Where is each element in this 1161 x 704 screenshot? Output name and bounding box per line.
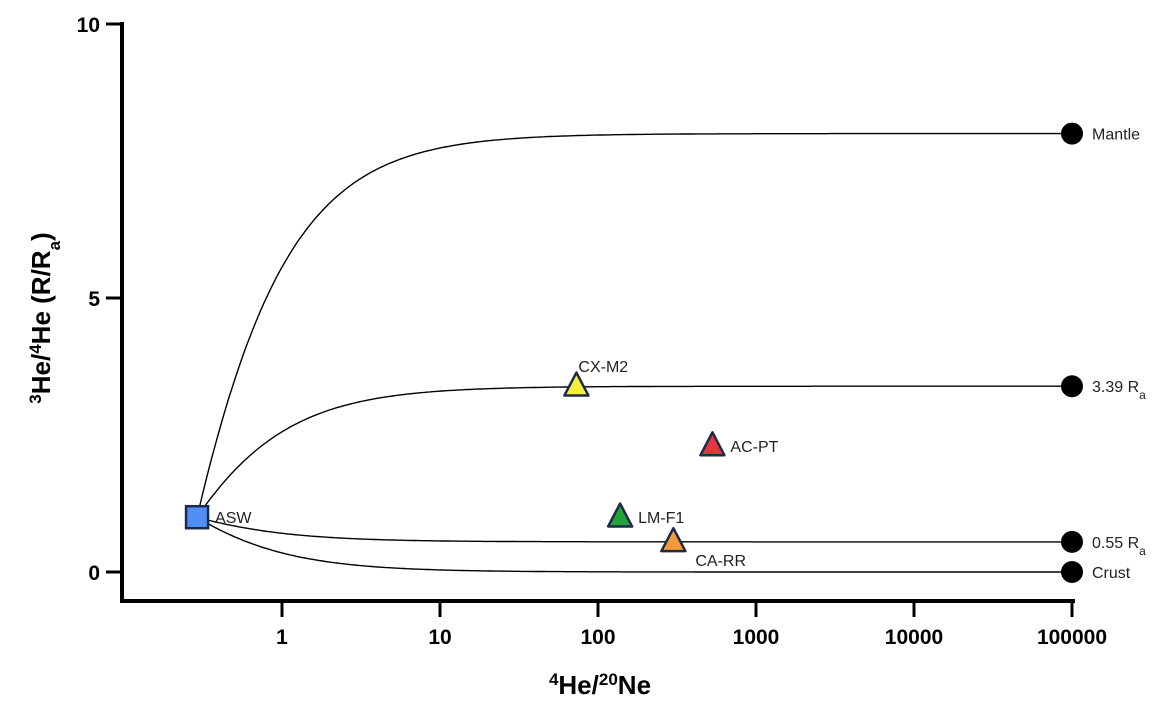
asw-label: ASW bbox=[215, 510, 252, 527]
y-title-sup1: 3 bbox=[26, 394, 45, 403]
mixing-curve-1 bbox=[196, 132, 1072, 518]
y-tick-label-0: 0 bbox=[88, 562, 100, 585]
endmember-label-3: 0.55 Ra bbox=[1092, 535, 1146, 558]
x-title-base2: Ne bbox=[618, 670, 651, 700]
endmember-label-1: Mantle bbox=[1092, 127, 1140, 144]
endmember-label-2: 3.39 Ra bbox=[1092, 379, 1146, 402]
y-title-base1: He/ bbox=[26, 354, 56, 394]
x-tick-label-100: 100 bbox=[580, 626, 615, 649]
y-tick-label-5: 5 bbox=[88, 288, 100, 311]
y-ticks: 0 5 10 bbox=[77, 14, 122, 585]
endmembers: Mantle 3.39 Ra 0.55 Ra Crust bbox=[1061, 122, 1146, 583]
endmember-dot-4 bbox=[1061, 561, 1083, 583]
sample-label-ca-rr: CA-RR bbox=[695, 553, 746, 570]
x-title-sup2: 20 bbox=[599, 670, 618, 689]
mixing-curve-4 bbox=[196, 516, 1072, 573]
mixing-curve-3 bbox=[196, 516, 1072, 543]
y-title-base2: He (R/R bbox=[26, 250, 56, 344]
y-title-sup2: 4 bbox=[26, 344, 45, 354]
sample-marker-cx-m2 bbox=[563, 371, 590, 397]
y-title-end: ) bbox=[26, 232, 56, 241]
endmember-dot-3 bbox=[1061, 530, 1083, 553]
endmember-dot-1 bbox=[1061, 122, 1083, 145]
y-title-sub: a bbox=[45, 240, 64, 250]
y-axis-title: 3He/4He (R/Ra) bbox=[26, 232, 64, 403]
y-tick-label-10: 10 bbox=[77, 14, 100, 37]
sample-marker-ca-rr bbox=[660, 526, 687, 553]
sample-label-lm-f1: LM-F1 bbox=[638, 510, 684, 527]
sample-label-ac-pt: AC-PT bbox=[730, 439, 778, 456]
x-tick-label-100000: 100000 bbox=[1037, 626, 1107, 649]
x-tick-label-10000: 10000 bbox=[885, 626, 943, 649]
x-tick-label-1000: 1000 bbox=[733, 626, 780, 649]
mixing-curve-2 bbox=[196, 385, 1072, 518]
sample-marker-lm-f1 bbox=[606, 502, 634, 528]
x-tick-label-1: 1 bbox=[276, 626, 288, 649]
x-ticks: 1 10 100 1000 10000 100000 bbox=[276, 601, 1107, 649]
x-title-sup1: 4 bbox=[549, 670, 559, 689]
sample-label-cx-m2: CX-M2 bbox=[578, 359, 628, 376]
endmember-label-4: Crust bbox=[1092, 565, 1131, 582]
x-title-base1: He/ bbox=[558, 670, 598, 700]
mixing-curves bbox=[196, 132, 1072, 573]
samples: CX-M2 AC-PT LM-F1 CA-RR bbox=[563, 359, 779, 570]
x-axis-title: 4He/20Ne bbox=[549, 670, 651, 701]
x-tick-label-10: 10 bbox=[428, 626, 451, 649]
asw-group: ASW bbox=[184, 504, 252, 530]
sample-marker-ac-pt bbox=[699, 431, 726, 457]
endmember-dot-2 bbox=[1061, 375, 1083, 398]
asw-marker bbox=[184, 504, 210, 530]
